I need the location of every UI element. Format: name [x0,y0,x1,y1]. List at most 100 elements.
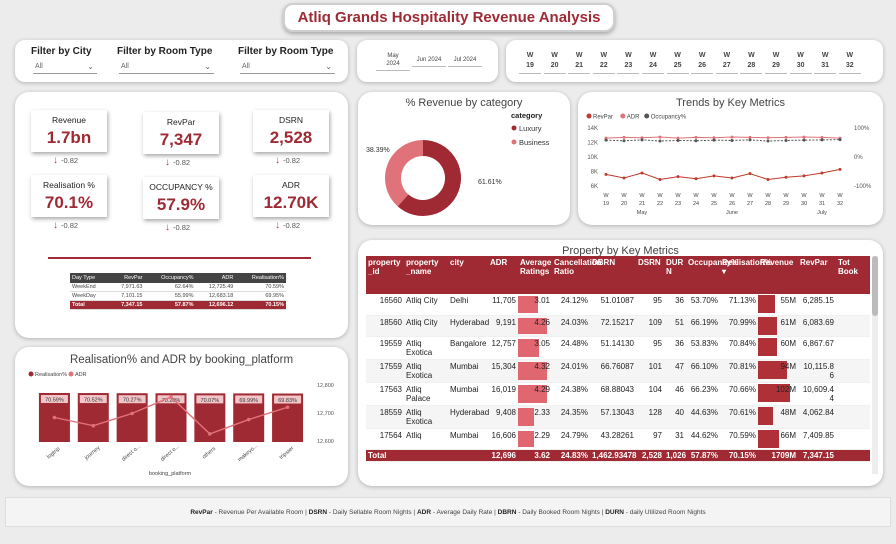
table-header[interactable]: ADR [488,256,518,294]
donut-legend-item[interactable]: Business [519,138,550,147]
trends-point[interactable] [766,177,770,181]
trends-point[interactable] [748,135,752,139]
trends-point[interactable] [658,177,662,181]
trends-point[interactable] [820,138,824,142]
trends-point[interactable] [658,139,662,143]
table-header[interactable]: Average Ratings [518,256,552,294]
trends-point[interactable] [676,138,680,142]
adr-point[interactable] [208,432,212,436]
table-header[interactable]: Revenue [758,256,798,294]
donut-slice-business[interactable] [385,140,423,207]
week-option[interactable]: W 26 [691,51,714,74]
trends-point[interactable] [676,175,680,179]
week-option[interactable]: W 19 [519,51,541,74]
property-table-scrollbar[interactable] [872,256,878,474]
trends-line-occupancypct[interactable] [605,139,841,142]
week-option[interactable]: W 30 [789,51,812,74]
trends-point[interactable] [640,171,644,175]
filter-room-type-select[interactable]: All ⌄ [119,60,214,74]
trends-point[interactable] [604,138,608,142]
week-option[interactable]: W 24 [642,51,664,74]
trends-point[interactable] [766,139,770,143]
trends-point[interactable] [694,135,698,139]
trends-point[interactable] [640,136,644,140]
trends-point[interactable] [748,172,752,176]
week-option[interactable]: W 25 [666,51,689,74]
adr-point[interactable] [91,423,96,428]
filter-city-select[interactable]: All ⌄ [33,60,97,74]
week-option[interactable]: W 28 [740,51,763,74]
week-option[interactable]: W 32 [838,51,861,74]
week-option[interactable]: W 31 [814,51,837,74]
donut-legend-item[interactable]: Luxury [519,124,542,133]
table-header[interactable]: Realisation% [235,273,286,283]
trends-legend-item[interactable]: RevPar [593,115,613,121]
table-header[interactable]: RevPar [108,273,145,283]
trends-point[interactable] [730,135,734,139]
trends-point[interactable] [694,177,698,181]
trends-point[interactable] [748,138,752,142]
trends-point[interactable] [802,174,806,178]
week-option[interactable]: W 22 [592,51,615,74]
trends-legend-item[interactable]: Occupancy% [651,115,687,121]
table-header[interactable]: Cancellation Ratio [552,256,602,294]
trends-legend-item[interactable]: ADR [627,115,640,121]
table-header[interactable]: property _id [366,256,404,294]
adr-point[interactable] [169,395,173,399]
trends-point[interactable] [622,135,626,139]
trends-point[interactable] [820,135,824,139]
month-option[interactable]: Jul 2024 [448,56,482,67]
table-header[interactable]: Occupancy% [686,256,738,294]
filter-room-type-2-select[interactable]: All ⌄ [240,60,335,74]
trends-point[interactable] [730,138,734,142]
table-header[interactable]: DSRN [636,256,664,294]
trends-point[interactable] [820,171,824,175]
trends-point[interactable] [712,174,716,178]
month-option[interactable]: Jun 2024 [412,56,446,67]
adr-point[interactable] [285,405,290,410]
table-header[interactable]: Day Type [70,273,109,283]
legend-item[interactable]: Realisation% [35,372,67,378]
table-header[interactable]: property _name [404,256,448,294]
trends-point[interactable] [712,136,716,140]
week-option[interactable]: W 20 [543,51,566,74]
donut-slice-luxury[interactable] [397,140,461,216]
table-header[interactable]: city [448,256,488,294]
trends-line-adr[interactable] [605,136,841,139]
table-header[interactable]: ADR [195,273,236,283]
table-header[interactable]: Tot Book [836,256,870,294]
table-header[interactable]: DUR N [664,256,686,294]
table-header[interactable]: Realisation% ▾ [720,256,772,294]
week-option[interactable]: W 27 [715,51,738,74]
trends-point[interactable] [622,139,626,143]
trends-point[interactable] [784,175,788,179]
trends-point[interactable] [730,176,734,180]
week-option[interactable]: W 23 [617,51,640,74]
trends-point[interactable] [658,135,662,139]
trends-point[interactable] [694,139,698,143]
trends-point[interactable] [640,138,644,142]
trends-point[interactable] [604,172,608,176]
adr-point[interactable] [130,411,134,416]
month-option[interactable]: May 2024 [376,52,410,71]
legend-item[interactable]: ADR [75,372,87,378]
week-option[interactable]: W 21 [568,51,591,74]
trends-point[interactable] [766,136,770,140]
property-table-wrap[interactable]: property _id property _name city ADR Average… [366,256,870,474]
table-header[interactable]: Occupancy% [144,273,196,283]
table-header[interactable]: DBRN [590,256,636,294]
adr-point[interactable] [52,415,57,420]
trends-point[interactable] [802,138,806,142]
week-option[interactable]: W 29 [765,51,787,74]
trends-point[interactable] [676,136,680,140]
trends-point[interactable] [838,167,842,171]
trends-point[interactable] [712,138,716,142]
table-header[interactable]: RevPar [798,256,836,294]
trends-point[interactable] [622,176,626,180]
trends-point[interactable] [802,135,806,139]
adr-point[interactable] [246,417,251,422]
trends-point[interactable] [784,135,788,139]
trends-point[interactable] [784,138,788,142]
trends-point[interactable] [838,138,842,142]
trends-line-revpar[interactable] [605,168,841,180]
